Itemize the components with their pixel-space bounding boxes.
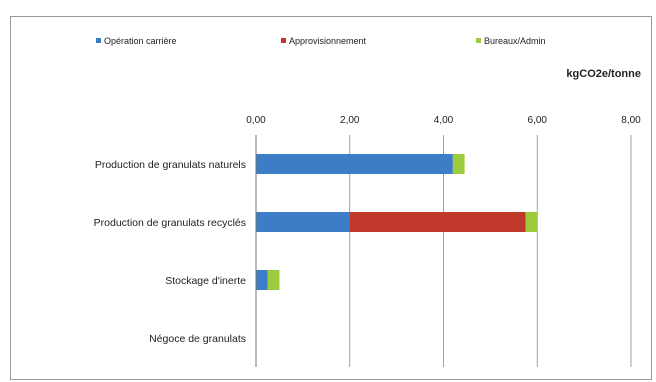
x-tick-label: 4,00 bbox=[434, 115, 454, 126]
x-tick-label: 6,00 bbox=[528, 115, 548, 126]
stacked-bar-chart: Opération carrière Approvisionnement Burea… bbox=[94, 36, 641, 367]
category-label: Stockage d'inerte bbox=[165, 275, 246, 287]
category-label: Négoce de granulats bbox=[149, 333, 246, 345]
bar-segment bbox=[256, 270, 268, 290]
x-tick-label: 8,00 bbox=[621, 115, 641, 126]
legend-swatch bbox=[281, 38, 286, 43]
bar-segment bbox=[267, 270, 280, 290]
unit-label: kgCO2e/tonne bbox=[566, 68, 641, 80]
legend-swatch bbox=[96, 38, 101, 43]
category-label: Production de granulats recyclés bbox=[94, 217, 246, 229]
category-labels: Production de granulats naturels Producti… bbox=[94, 159, 246, 345]
legend-swatch bbox=[476, 38, 481, 43]
chart-legend: Opération carrière Approvisionnement Burea… bbox=[96, 36, 546, 46]
legend-label: Bureaux/Admin bbox=[484, 36, 546, 46]
bar-segment bbox=[525, 212, 538, 232]
category-label: Production de granulats naturels bbox=[95, 159, 246, 171]
chart-frame: Opération carrière Approvisionnement Burea… bbox=[10, 16, 652, 380]
x-tick-labels: 0,00 2,00 4,00 6,00 8,00 bbox=[246, 115, 641, 126]
bar-segment bbox=[256, 212, 350, 232]
bar-segment bbox=[349, 212, 526, 232]
x-tick-label: 2,00 bbox=[340, 115, 360, 126]
x-tick-label: 0,00 bbox=[246, 115, 266, 126]
legend-label: Approvisionnement bbox=[289, 36, 367, 46]
bar-segment bbox=[256, 154, 453, 174]
legend-label: Opération carrière bbox=[104, 36, 177, 46]
bars bbox=[256, 154, 538, 290]
bar-segment bbox=[452, 154, 465, 174]
